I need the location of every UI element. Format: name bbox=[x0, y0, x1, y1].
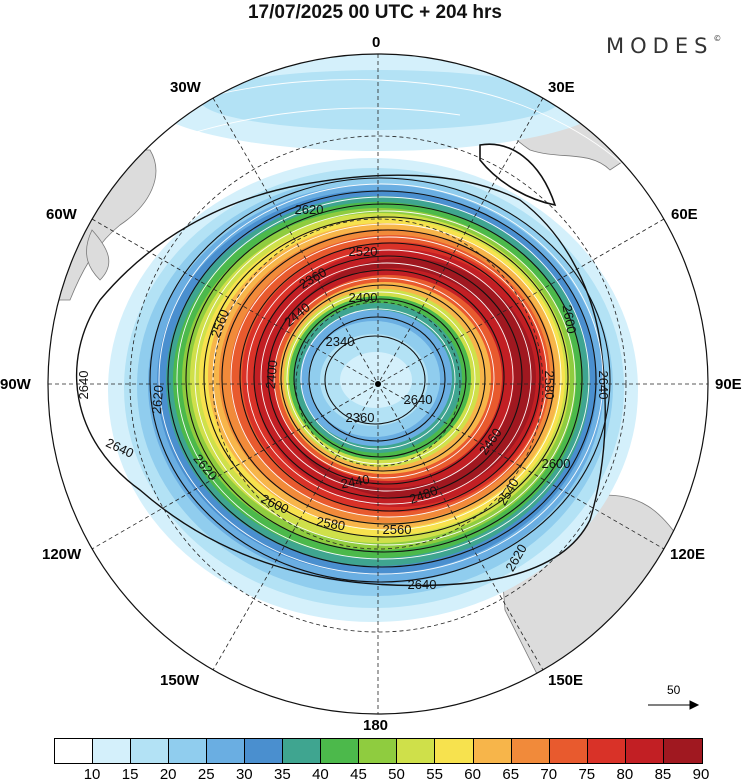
polar-map: 2340 2360 2400 2400 2440 2440 2460 2480 … bbox=[47, 53, 709, 715]
contour-label: 2580 bbox=[542, 371, 557, 400]
colorbar-tick-label: 90 bbox=[692, 766, 710, 783]
brand-copyright: © bbox=[713, 34, 722, 43]
colorbar-tick-label: 80 bbox=[616, 766, 634, 783]
contour-label: 2640 bbox=[404, 392, 433, 407]
south-pole-marker bbox=[375, 381, 381, 387]
colorbar-tick-label: 60 bbox=[464, 766, 481, 783]
colorbar-swatch bbox=[169, 739, 208, 763]
meridian-label-150e: 150E bbox=[548, 672, 584, 689]
contour-label: 2520 bbox=[349, 244, 378, 259]
colorbar-tick-label: 65 bbox=[502, 766, 520, 783]
colorbar-swatch bbox=[511, 739, 550, 763]
colorbar-swatch bbox=[283, 739, 322, 763]
colorbar-swatch bbox=[93, 739, 132, 763]
meridian-label-180: 180 bbox=[363, 717, 389, 734]
colorbar-swatch bbox=[321, 739, 360, 763]
meridian-label-90e: 90E bbox=[715, 376, 742, 393]
map-border bbox=[47, 53, 709, 715]
colorbar-swatch bbox=[131, 739, 170, 763]
colorbar-tick-label: 85 bbox=[654, 766, 672, 783]
colorbar-tick-label: 25 bbox=[197, 766, 215, 783]
contour-label: 2440 bbox=[340, 472, 371, 492]
colorbar-tick-label: 55 bbox=[426, 766, 443, 783]
colorbar-tick-label: 75 bbox=[578, 766, 596, 783]
colorbar-swatch bbox=[207, 739, 246, 763]
colorbar-tick-label: 35 bbox=[274, 766, 291, 783]
contour-label: 2360 bbox=[346, 410, 375, 425]
reference-vector bbox=[648, 700, 700, 710]
colorbar-swatch bbox=[663, 739, 702, 763]
colorbar bbox=[54, 738, 703, 764]
colorbar-swatch bbox=[625, 739, 664, 763]
colorbar-tick-label: 30 bbox=[235, 766, 253, 783]
colorbar-swatch bbox=[473, 739, 512, 763]
colorbar-tick-label: 10 bbox=[83, 766, 101, 783]
colorbar-swatch bbox=[55, 739, 94, 763]
colorbar-swatch bbox=[359, 739, 398, 763]
colorbar-tick-label: 50 bbox=[388, 766, 405, 783]
contour-label: 2600 bbox=[560, 304, 580, 335]
colorbar-swatch bbox=[435, 739, 474, 763]
brand-name: MODES bbox=[606, 34, 714, 58]
meridian-label-120w: 120W bbox=[42, 546, 82, 563]
meridian-label-60w: 60W bbox=[46, 206, 77, 223]
colorbar-tick-label: 40 bbox=[312, 766, 329, 783]
map-title: 17/07/2025 00 UTC + 204 hrs bbox=[247, 2, 503, 23]
colorbar-tick-label: 15 bbox=[121, 766, 139, 783]
colorbar-tick-label: 45 bbox=[350, 766, 367, 783]
meridian-label-90w: 90W bbox=[0, 376, 31, 393]
height-contours bbox=[75, 143, 611, 587]
contour-label: 2580 bbox=[315, 514, 346, 534]
meridian-label-150w: 150W bbox=[160, 672, 200, 689]
south-america-land bbox=[86, 229, 110, 281]
contour-label: 2620 bbox=[295, 202, 324, 217]
contour-label: 2640 bbox=[596, 371, 611, 400]
contour-label: 2600 bbox=[542, 456, 571, 471]
contour-label: 2640 bbox=[76, 371, 91, 400]
colorbar-swatch bbox=[397, 739, 436, 763]
meridian-label-30e: 30E bbox=[548, 79, 575, 96]
contour-label: 2400 bbox=[263, 360, 280, 390]
colorbar-swatch bbox=[549, 739, 588, 763]
new-zealand-land bbox=[649, 599, 673, 633]
colorbar-tick-label: 70 bbox=[540, 766, 558, 783]
colorbar-swatch bbox=[587, 739, 626, 763]
meridian-label-0: 0 bbox=[372, 34, 381, 51]
wind-streamlines bbox=[158, 79, 641, 575]
wind-speed-shading bbox=[108, 54, 638, 622]
meridian-label-60e: 60E bbox=[671, 206, 698, 223]
colorbar-swatch bbox=[245, 739, 284, 763]
contour-label: 2560 bbox=[383, 522, 412, 537]
meridian-label-120e: 120E bbox=[670, 546, 706, 563]
contour-label: 2400 bbox=[349, 290, 378, 305]
reference-vector-label: 50 bbox=[667, 683, 681, 697]
contour-label: 2340 bbox=[326, 334, 355, 349]
colorbar-tick-label: 20 bbox=[159, 766, 177, 783]
meridian-label-30w: 30W bbox=[170, 79, 201, 96]
contour-label: 2620 bbox=[149, 385, 166, 415]
contour-label: 2640 bbox=[408, 577, 437, 592]
brand-logo: MODES© bbox=[606, 34, 721, 58]
